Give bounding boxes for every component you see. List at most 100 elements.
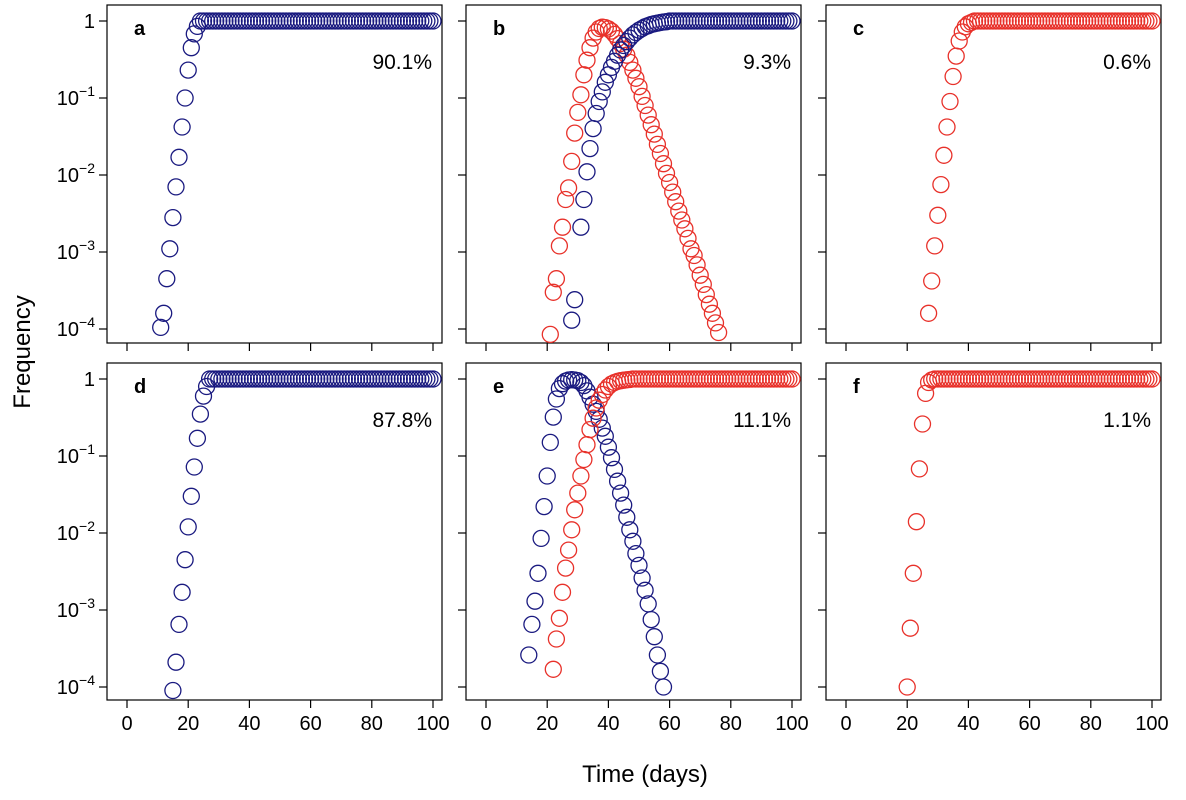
data-point: [584, 409, 602, 427]
data-point: [194, 387, 213, 405]
data-point: [941, 92, 959, 111]
y-tick-base: 10: [57, 600, 79, 622]
panel-annotation: 11.1%: [733, 409, 791, 432]
data-point: [572, 467, 590, 485]
data-point: [919, 304, 938, 322]
panel-annotation: 90.1%: [372, 51, 432, 74]
data-point: [673, 211, 691, 229]
data-point: [645, 628, 663, 646]
data-point: [523, 615, 541, 634]
x-tick-label: 0: [121, 713, 132, 735]
data-point: [587, 104, 605, 123]
data-point: [608, 46, 627, 64]
x-tick-label: 20: [896, 713, 918, 735]
data-point: [590, 410, 608, 428]
y-tick-exponent: −1: [79, 441, 95, 457]
x-tick-label: 60: [658, 713, 680, 735]
data-point: [688, 256, 706, 274]
data-point: [559, 179, 578, 197]
data-point: [599, 20, 618, 38]
data-point: [932, 175, 950, 194]
y-tick-label: 1: [84, 11, 95, 33]
data-point: [624, 26, 642, 44]
y-axis-title: Frequency: [9, 295, 36, 408]
data-point: [158, 270, 176, 288]
data-point: [596, 73, 614, 91]
data-point: [532, 529, 550, 548]
data-point: [566, 291, 584, 309]
series-markers: [898, 370, 1161, 696]
panel-f: 0 20 40 60 80 100 f 1.1%: [818, 362, 1169, 735]
plot-frame: [465, 362, 802, 701]
x-tick-label: 80: [1080, 713, 1102, 735]
data-point: [605, 460, 624, 479]
data-point: [575, 190, 593, 209]
data-point: [578, 163, 596, 181]
x-tick-label: 80: [361, 713, 383, 735]
data-point: [547, 630, 566, 648]
data-point: [544, 283, 562, 301]
panel-b: b 9.3%: [458, 4, 802, 351]
data-point: [581, 420, 599, 439]
plot-frame: [106, 362, 443, 701]
data-point: [170, 615, 188, 634]
data-point: [783, 12, 801, 30]
panel-letter: a: [134, 18, 146, 40]
data-point: [904, 564, 922, 582]
y-tick-label: 10−1: [57, 441, 95, 468]
panel-letter: d: [134, 376, 146, 398]
data-point: [569, 484, 587, 502]
y-tick-base: 10: [57, 242, 79, 264]
data-point: [188, 429, 207, 447]
x-tick-label: 100: [1135, 713, 1168, 735]
data-point: [185, 458, 203, 476]
panels-layer: 110−110−210−310−4a90.1%b9.3%c0.6%110−110…: [57, 4, 1169, 735]
data-point: [167, 178, 185, 196]
data-point: [572, 86, 590, 104]
y-tick-exponent: −4: [79, 314, 95, 330]
panel-letter: f: [853, 376, 860, 398]
y-tick-label: 10−4: [57, 672, 95, 699]
data-point: [642, 116, 660, 134]
data-point: [627, 69, 645, 87]
data-point: [636, 96, 654, 115]
data-point: [907, 513, 926, 531]
x-axis-title: Time (days): [582, 761, 708, 788]
data-point: [627, 544, 645, 563]
y-tick-base: 10: [57, 319, 79, 341]
data-point: [569, 103, 587, 122]
panel-e: 0 20 40 60 80 100 e 11.1%: [458, 362, 809, 735]
data-point: [590, 92, 608, 111]
data-point: [691, 266, 709, 284]
plot-frame: [825, 362, 1162, 701]
data-point: [164, 208, 182, 227]
data-point: [566, 501, 584, 519]
y-tick-base: 10: [57, 677, 79, 699]
data-point: [694, 275, 712, 294]
panel-c: c 0.6%: [818, 4, 1162, 351]
x-tick-label: 0: [840, 713, 851, 735]
data-point: [615, 496, 633, 514]
y-tick-label: 1: [84, 369, 95, 391]
panel-letter: b: [493, 18, 505, 40]
data-point: [670, 202, 688, 220]
data-point: [155, 304, 173, 322]
panel-annotation: 87.8%: [372, 409, 432, 432]
data-point: [191, 405, 210, 423]
series-markers: [520, 370, 801, 696]
series-markers: [164, 370, 442, 700]
plot-frame: [825, 4, 1162, 344]
data-point: [633, 87, 651, 106]
y-tick-label: 10−1: [57, 83, 95, 110]
data-point: [923, 272, 941, 290]
data-point: [956, 18, 974, 36]
x-tick-label: 40: [597, 713, 619, 735]
data-point: [520, 646, 538, 664]
y-tick-exponent: −2: [79, 518, 95, 534]
data-point: [569, 372, 587, 390]
data-point: [424, 370, 442, 388]
data-point: [611, 484, 630, 502]
y-tick-label: 10−4: [57, 314, 95, 341]
data-point: [602, 449, 621, 467]
data-point: [572, 218, 590, 236]
